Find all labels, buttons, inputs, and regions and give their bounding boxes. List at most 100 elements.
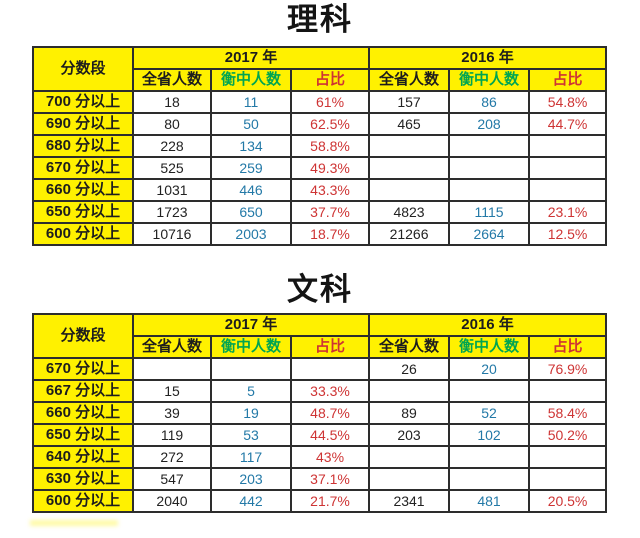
ratio-cell: 37.1% — [289, 467, 371, 491]
score-range-header: 分数段 — [32, 46, 134, 92]
province-count-cell: 39 — [132, 401, 212, 425]
province-count-cell: 119 — [132, 423, 212, 447]
arts-score-table: 分数段 2017 年 2016 年 全省人数 衡中人数 占比 全省人数 衡中人数… — [32, 313, 608, 513]
ratio-cell: 18.7% — [289, 222, 371, 246]
ratio-cell: 49.3% — [289, 156, 371, 180]
province-count-cell: 525 — [132, 156, 212, 180]
province-count-cell: 10716 — [132, 222, 212, 246]
subheader-row: 全省人数 衡中人数 占比 全省人数 衡中人数 占比 — [33, 335, 608, 359]
science-table-header: 分数段 2017 年 2016 年 全省人数 衡中人数 占比 全省人数 衡中人数… — [32, 46, 608, 92]
province-count-cell: 2341 — [368, 489, 451, 513]
score-range-cell: 650 分以上 — [32, 200, 134, 224]
province-count-cell: 228 — [132, 134, 212, 158]
table-row: 650 分以上 119 53 44.5% 203 102 50.2% — [32, 423, 608, 447]
score-range-cell: 670 分以上 — [32, 156, 134, 180]
scan-artifact-smudge — [30, 520, 118, 526]
hengzhong-count-cell: 650 — [210, 200, 292, 224]
province-count-cell: 4823 — [368, 200, 451, 224]
table-row: 680 分以上 228 134 58.8% — [32, 134, 608, 158]
hengzhong-count-cell: 102 — [448, 423, 531, 447]
hengzhong-count-cell: 2664 — [448, 222, 531, 246]
ratio-cell: 43.3% — [289, 178, 371, 202]
province-count-cell: 1723 — [132, 200, 212, 224]
table-row: 700 分以上 18 11 61% 157 86 54.8% — [32, 90, 608, 114]
province-total-header: 全省人数 — [368, 68, 451, 92]
arts-table-title: 文科 — [287, 272, 353, 307]
hengzhong-count-cell: 446 — [210, 178, 292, 202]
table-row: 670 分以上 26 20 76.9% — [32, 357, 608, 381]
year-2016-header: 2016 年 — [368, 46, 608, 70]
ratio-cell — [528, 156, 608, 180]
hengzhong-count-cell: 134 — [210, 134, 292, 158]
province-count-cell: 26 — [368, 357, 451, 381]
ratio-cell: 50.2% — [528, 423, 608, 447]
province-total-header: 全省人数 — [132, 335, 212, 359]
hengzhong-count-cell: 481 — [448, 489, 531, 513]
hengzhong-count-header: 衡中人数 — [448, 68, 531, 92]
province-count-cell: 2040 — [132, 489, 212, 513]
province-count-cell — [368, 178, 451, 202]
score-range-cell: 600 分以上 — [32, 222, 134, 246]
table-row: 640 分以上 272 117 43% — [32, 445, 608, 469]
province-count-cell: 465 — [368, 112, 451, 136]
province-count-cell — [368, 445, 451, 469]
ratio-cell: 23.1% — [528, 200, 608, 224]
ratio-cell: 76.9% — [528, 357, 608, 381]
ratio-cell — [528, 445, 608, 469]
ratio-cell: 44.7% — [528, 112, 608, 136]
ratio-cell: 37.7% — [289, 200, 371, 224]
ratio-cell — [528, 178, 608, 202]
year-2016-header: 2016 年 — [368, 313, 608, 337]
province-total-header: 全省人数 — [132, 68, 212, 92]
hengzhong-count-cell: 117 — [210, 445, 292, 469]
hengzhong-count-cell — [448, 134, 531, 158]
ratio-cell — [289, 357, 371, 381]
table-row: 690 分以上 80 50 62.5% 465 208 44.7% — [32, 112, 608, 136]
hengzhong-count-cell: 52 — [448, 401, 531, 425]
province-count-cell: 157 — [368, 90, 451, 114]
score-range-cell: 690 分以上 — [32, 112, 134, 136]
science-table-body: 700 分以上 18 11 61% 157 86 54.8% 690 分以上 80 50 62.5%… — [32, 90, 608, 246]
arts-table-header: 分数段 2017 年 2016 年 全省人数 衡中人数 占比 全省人数 衡中人数… — [32, 313, 608, 359]
ratio-header: 占比 — [289, 335, 371, 359]
year-2017-header: 2017 年 — [131, 313, 371, 337]
hengzhong-count-cell: 208 — [448, 112, 531, 136]
ratio-cell: 58.4% — [528, 401, 608, 425]
ratio-cell — [528, 379, 608, 403]
province-count-cell: 21266 — [368, 222, 451, 246]
ratio-cell — [528, 134, 608, 158]
hengzhong-count-cell: 259 — [210, 156, 292, 180]
province-count-cell: 547 — [132, 467, 212, 491]
score-range-cell: 640 分以上 — [32, 445, 134, 469]
score-range-cell: 650 分以上 — [32, 423, 134, 447]
table-row: 600 分以上 10716 2003 18.7% 21266 2664 12.5% — [32, 222, 608, 246]
ratio-cell: 48.7% — [289, 401, 371, 425]
ratio-header: 占比 — [528, 335, 608, 359]
hengzhong-count-cell: 5 — [210, 379, 292, 403]
province-count-cell — [368, 134, 451, 158]
year-2017-header: 2017 年 — [131, 46, 371, 70]
hengzhong-count-cell: 19 — [210, 401, 292, 425]
ratio-cell: 21.7% — [289, 489, 371, 513]
science-table-title: 理科 — [287, 2, 353, 37]
hengzhong-count-cell: 53 — [210, 423, 292, 447]
ratio-header: 占比 — [289, 68, 371, 92]
province-count-cell — [368, 156, 451, 180]
ratio-cell: 33.3% — [289, 379, 371, 403]
ratio-cell: 20.5% — [528, 489, 608, 513]
ratio-cell: 58.8% — [289, 134, 371, 158]
hengzhong-count-header: 衡中人数 — [448, 335, 531, 359]
province-count-cell — [368, 379, 451, 403]
hengzhong-count-cell: 20 — [448, 357, 531, 381]
hengzhong-count-cell: 11 — [210, 90, 292, 114]
table-row: 600 分以上 2040 442 21.7% 2341 481 20.5% — [32, 489, 608, 513]
score-range-cell: 700 分以上 — [32, 90, 134, 114]
score-range-cell: 660 分以上 — [32, 401, 134, 425]
score-range-cell: 630 分以上 — [32, 467, 134, 491]
province-count-cell: 203 — [368, 423, 451, 447]
hengzhong-count-cell — [448, 467, 531, 491]
province-count-cell: 272 — [132, 445, 212, 469]
province-count-cell: 18 — [132, 90, 212, 114]
ratio-cell: 61% — [289, 90, 371, 114]
